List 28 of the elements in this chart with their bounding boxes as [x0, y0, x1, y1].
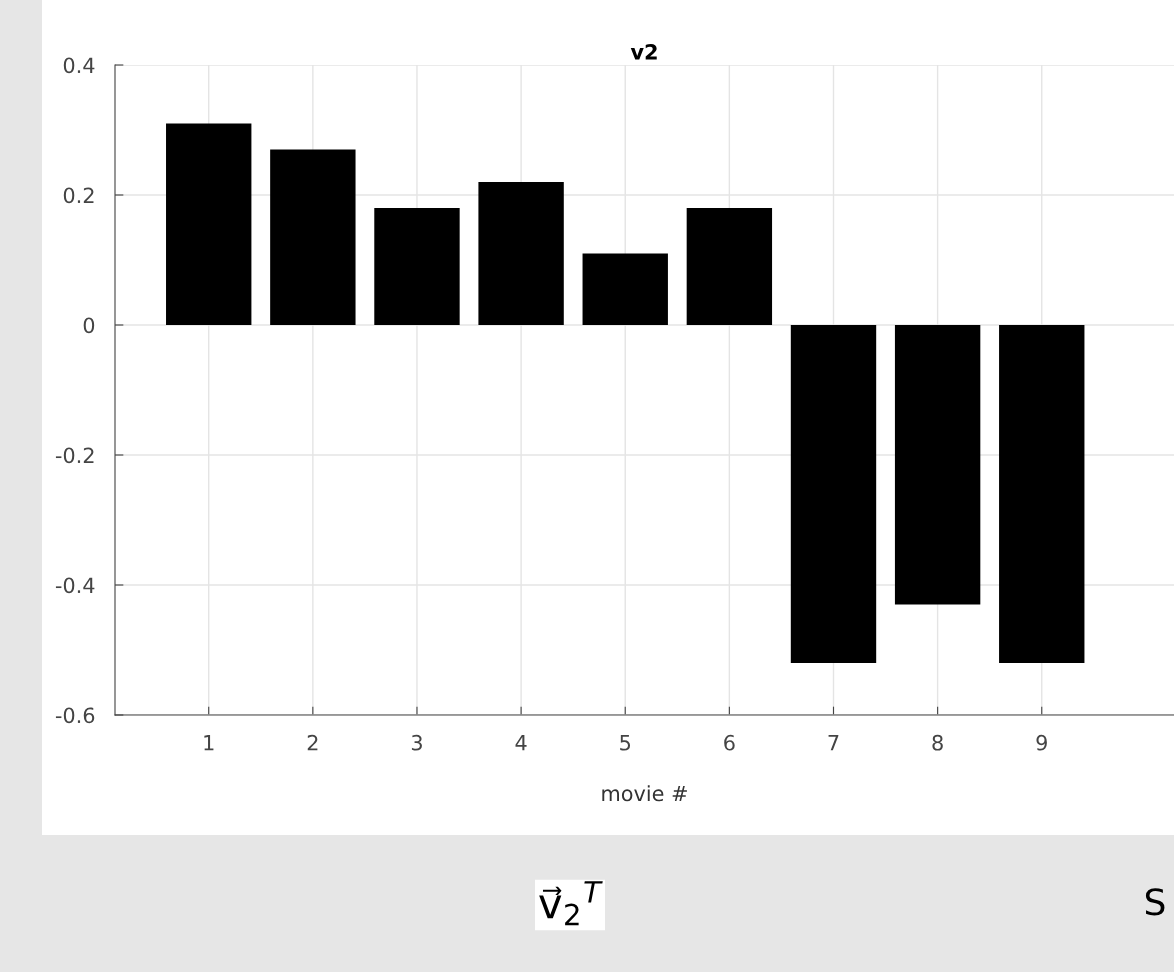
bar [270, 149, 356, 325]
x-tick-label: 6 [724, 734, 735, 751]
x-tick-label: 9 [1036, 734, 1047, 751]
bar [166, 123, 252, 325]
x-tick-label: 8 [932, 734, 943, 751]
bar [686, 208, 773, 325]
chart-title: v2 [630, 43, 657, 60]
bar [999, 325, 1085, 663]
bar [582, 253, 668, 325]
y-tick-label: -0.2 [55, 447, 94, 464]
text: S [1145, 888, 1165, 916]
bar [478, 182, 564, 325]
y-tick-label: 0 [83, 317, 95, 334]
text: v⃗$_{2}$$^{T}$ [539, 881, 603, 926]
x-tick-label: 3 [411, 734, 422, 751]
x-axis-title: movie # [602, 785, 687, 802]
bar [790, 325, 877, 663]
x-tick-label: 2 [307, 734, 318, 751]
y-tick-label: 0.2 [63, 187, 94, 204]
x-tick-label: 5 [620, 735, 631, 751]
y-tick-label: 0.4 [63, 57, 95, 74]
x-tick-label: 7 [828, 735, 839, 751]
x-tick-label: 1 [204, 735, 214, 751]
bar [374, 208, 460, 325]
bar [894, 325, 981, 605]
x-tick-label: 4 [515, 735, 527, 751]
y-tick-label: -0.4 [55, 577, 95, 594]
y-tick-label: -0.6 [55, 707, 95, 724]
